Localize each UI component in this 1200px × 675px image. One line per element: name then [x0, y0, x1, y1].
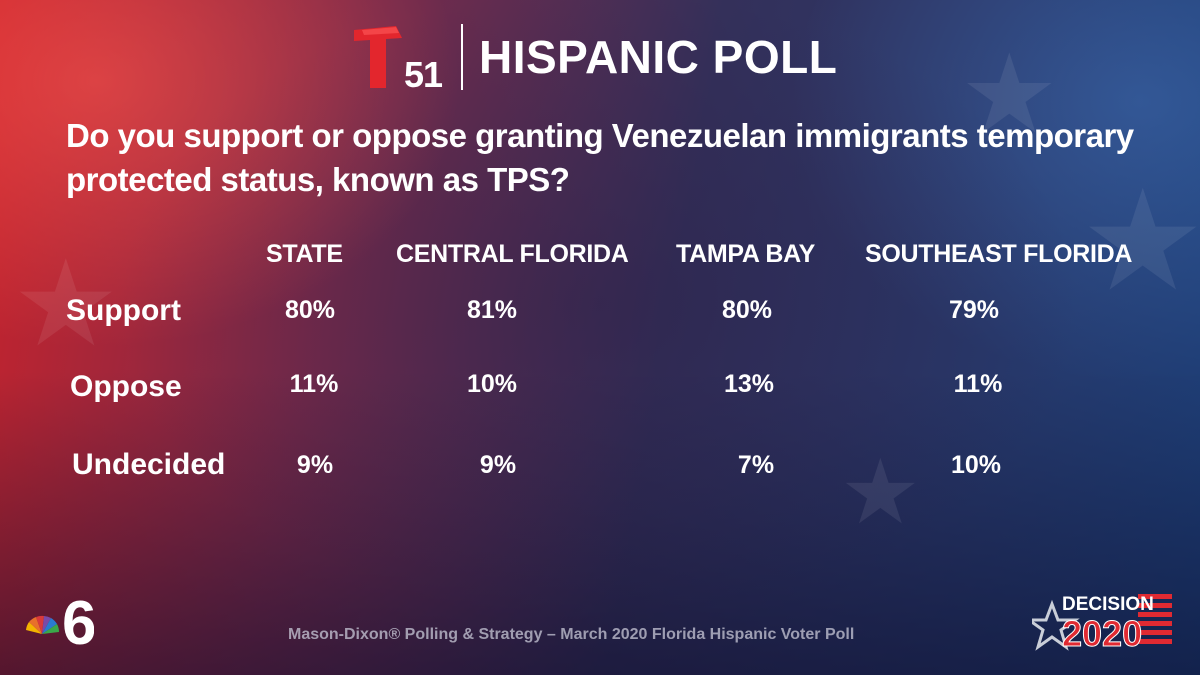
- background-star-icon: ★: [960, 30, 1059, 158]
- telemundo-51-logo: 51: [352, 24, 447, 95]
- decision-2020-logo: DECISION 2020: [1024, 590, 1177, 655]
- cell-undecided-tampa-bay: 7%: [737, 451, 775, 479]
- cell-support-central-florida: 81%: [466, 296, 518, 324]
- row-label-undecided: Undecided: [72, 448, 226, 481]
- decision-word: DECISION: [1062, 594, 1154, 615]
- cell-support-southeast-florida: 79%: [948, 296, 1000, 324]
- column-header-southeast-florida: SOUTHEAST FLORIDA: [865, 240, 1133, 268]
- header: 51 HISPANIC POLL: [352, 22, 838, 95]
- background-star-icon: ★: [12, 235, 120, 374]
- page-title: HISPANIC POLL: [479, 31, 838, 83]
- background-star-icon: ★: [1080, 160, 1200, 323]
- background-star-icon: ★: [840, 440, 921, 545]
- cell-undecided-state: 9%: [296, 451, 334, 479]
- cell-oppose-southeast-florida: 11%: [953, 370, 1003, 398]
- row-label-support: Support: [66, 294, 181, 327]
- source-credit: Mason-Dixon® Polling & Strategy – March …: [288, 626, 855, 643]
- cell-support-state: 80%: [284, 296, 336, 324]
- poll-question: Do you support or oppose granting Venezu…: [66, 117, 1134, 198]
- column-header-central-florida: CENTRAL FLORIDA: [396, 240, 629, 268]
- cell-oppose-central-florida: 10%: [466, 370, 518, 398]
- cell-oppose-state: 11%: [289, 370, 339, 398]
- cell-undecided-southeast-florida: 10%: [950, 451, 1002, 479]
- cell-oppose-tampa-bay: 13%: [723, 370, 775, 398]
- cell-undecided-central-florida: 9%: [479, 451, 517, 479]
- row-label-oppose: Oppose: [70, 370, 182, 403]
- logo-number: 51: [404, 54, 443, 95]
- column-header-state: STATE: [266, 240, 343, 268]
- column-header-tampa-bay: TAMPA BAY: [676, 240, 815, 268]
- nbc6-logo: 6: [24, 588, 96, 658]
- header-divider: [461, 24, 463, 90]
- station-number: 6: [62, 589, 94, 648]
- cell-support-tampa-bay: 80%: [721, 296, 773, 324]
- decision-year: 2020: [1062, 613, 1142, 652]
